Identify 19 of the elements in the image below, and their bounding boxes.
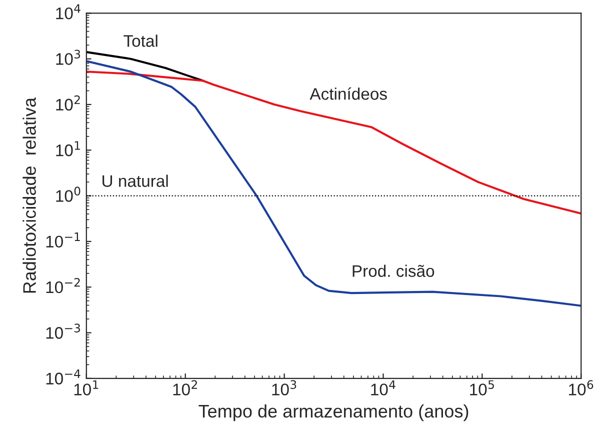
- x-tick-label: 10$^{3}$: [272, 380, 296, 396]
- y-tick-label: 10$^{−3}$: [46, 324, 80, 339]
- ref-line-label: U natural: [102, 174, 168, 187]
- x-tick-label: 10$^{5}$: [470, 380, 494, 396]
- y-tick-label: 10$^{0}$: [56, 186, 80, 202]
- x-tick-label: 10$^{6}$: [569, 380, 594, 396]
- x-axis-title: Tempo de armazenamento (anos): [198, 404, 468, 422]
- series-label: Actinídeos: [310, 87, 387, 100]
- x-tick-label: 10$^{2}$: [173, 380, 197, 396]
- x-tick-label: 10$^{4}$: [371, 380, 396, 396]
- y-tick-label: 10$^{2}$: [56, 95, 80, 111]
- y-tick-label: 10$^{4}$: [56, 4, 80, 20]
- y-axis-title: Radiotoxicidade relativa: [22, 97, 36, 293]
- y-tick-label: 10$^{−1}$: [46, 232, 80, 248]
- y-tick-label: 10$^{1}$: [56, 141, 80, 156]
- series-label: Total: [124, 34, 158, 47]
- series-label: Prod. cisão: [352, 264, 434, 277]
- y-tick-label: 10$^{−2}$: [46, 278, 80, 294]
- y-tick-label: 10$^{3}$: [56, 50, 80, 65]
